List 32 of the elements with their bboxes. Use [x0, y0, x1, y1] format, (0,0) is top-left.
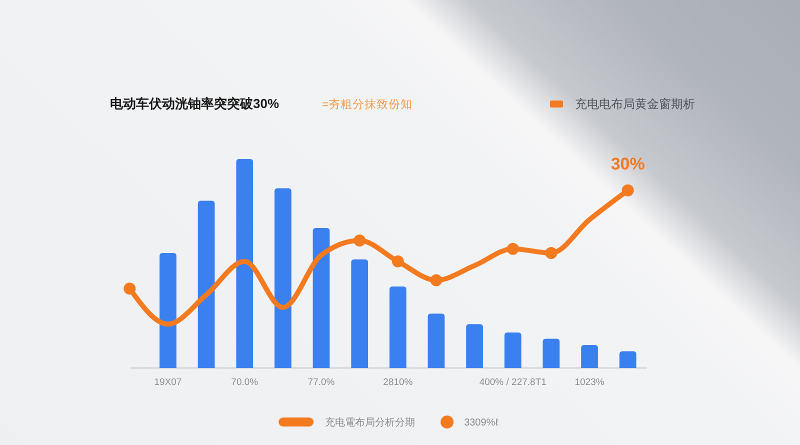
- bar: [389, 286, 406, 368]
- bar: [160, 253, 176, 368]
- x-tick-label: 400% / 227.8T1: [479, 377, 546, 388]
- point: [392, 255, 404, 268]
- chart-title: 电动车伏动洸铀率突突破30%: [110, 96, 280, 111]
- point: [124, 282, 136, 295]
- text: 充电电布局黄金窗期析: [575, 97, 695, 111]
- bar: [312, 228, 330, 368]
- annotation: 30%: [610, 154, 645, 174]
- bar: [274, 188, 292, 368]
- bar: [542, 338, 560, 368]
- bar: [428, 314, 445, 368]
- x-tick-label: 77.0%: [308, 377, 336, 388]
- x-tick-label: 70.0%: [231, 377, 259, 388]
- bar: [236, 159, 254, 368]
- bar: [504, 332, 522, 368]
- point: [545, 247, 558, 260]
- bar: [466, 324, 483, 368]
- bar: [351, 259, 368, 368]
- bar: [198, 200, 215, 368]
- x-tick-label: 19X07: [154, 377, 182, 388]
- point: [354, 234, 366, 247]
- bar: [581, 345, 598, 368]
- x-tick-label: 1023%: [574, 377, 605, 388]
- bar: [619, 351, 636, 368]
- point: [430, 274, 442, 286]
- chart-subtitle: =夯粗分抹致份知: [322, 98, 413, 111]
- x-tick-label: 2810%: [383, 377, 414, 388]
- legend-label: 3309%ℓ: [464, 418, 500, 428]
- legend-label: 充电電布局分析分期: [325, 416, 416, 428]
- point: [506, 242, 519, 255]
- point: [622, 184, 634, 196]
